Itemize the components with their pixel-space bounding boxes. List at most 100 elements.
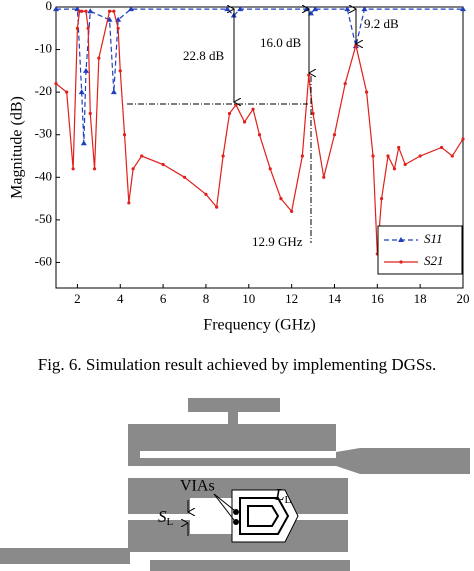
- marker: [127, 201, 131, 205]
- diagram: [0, 398, 470, 571]
- y-tick-label: -50: [35, 211, 52, 226]
- marker: [279, 196, 283, 201]
- marker: [112, 9, 116, 13]
- marker: [84, 9, 88, 13]
- annotation-lines: [127, 9, 356, 243]
- x-tick-label: 16: [371, 291, 385, 306]
- feed: [336, 448, 470, 474]
- marker: [161, 162, 165, 167]
- y-tick-label: -40: [35, 168, 52, 183]
- marker: [182, 175, 187, 179]
- marker: [322, 175, 326, 179]
- marker: [122, 133, 127, 137]
- marker: [107, 9, 112, 13]
- y-tick-label: -30: [35, 126, 52, 141]
- marker: [461, 137, 465, 141]
- marker: [127, 6, 134, 12]
- via: [233, 519, 239, 525]
- x-tick-label: 2: [74, 291, 81, 306]
- y-tick-label: -20: [35, 83, 52, 98]
- marker: [300, 154, 304, 158]
- annotation: 9.2 dB: [364, 16, 399, 31]
- marker: [307, 73, 311, 77]
- pointer: [213, 493, 235, 521]
- label: VIAs: [180, 478, 215, 495]
- marker: [343, 82, 347, 86]
- marker: [116, 26, 120, 30]
- marker: [450, 154, 454, 158]
- x-tick-label: 12: [285, 291, 298, 306]
- resonator: [247, 505, 280, 527]
- stub: [228, 410, 238, 426]
- marker: [65, 90, 69, 94]
- slot: [140, 451, 336, 458]
- marker: [80, 140, 87, 146]
- marker: [97, 56, 101, 60]
- y-tick-label: -60: [35, 253, 52, 268]
- marker: [251, 107, 255, 111]
- x-tick-label: 6: [160, 291, 167, 306]
- stub: [188, 398, 280, 412]
- annotation: 12.9 GHz: [252, 234, 303, 249]
- resonator: [239, 497, 290, 535]
- label: L: [274, 485, 284, 504]
- y-tick-label: -10: [35, 41, 52, 56]
- legend-box: [377, 225, 463, 275]
- x-tick-label: 14: [328, 291, 342, 306]
- subscript: L: [284, 494, 291, 506]
- x-axis-label: Frequency (GHz): [203, 317, 315, 334]
- marker: [88, 111, 92, 116]
- marker: [82, 67, 89, 73]
- marker: [439, 145, 444, 150]
- x-tick-label: 20: [457, 291, 470, 306]
- marker: [106, 16, 113, 22]
- series-line: [56, 8, 463, 144]
- marker: [215, 205, 219, 209]
- marker: [354, 43, 358, 47]
- marker: [80, 9, 84, 13]
- caption: Fig. 6. Simulation result achieved by im…: [38, 355, 437, 374]
- marker: [54, 82, 58, 86]
- marker: [268, 167, 272, 171]
- marker: [398, 237, 404, 242]
- marker: [365, 90, 369, 94]
- feed: [0, 548, 130, 564]
- annotation: 16.0 dB: [260, 35, 302, 50]
- x-tick-label: 10: [242, 291, 255, 306]
- marker: [386, 154, 390, 158]
- marker: [140, 154, 144, 158]
- block: [128, 424, 336, 466]
- via: [233, 509, 239, 515]
- marker: [92, 167, 97, 171]
- marker: [242, 120, 247, 124]
- marker: [418, 154, 422, 158]
- marker: [257, 133, 262, 137]
- label: S: [158, 507, 167, 526]
- subscript: L: [167, 516, 174, 528]
- marker: [53, 6, 59, 12]
- legend-label: S11: [424, 231, 443, 246]
- marker: [371, 154, 375, 158]
- marker: [87, 8, 94, 14]
- annotation: 22.8 dB: [183, 48, 225, 63]
- x-tick-label: 8: [203, 291, 210, 306]
- plot-frame: [55, 6, 464, 289]
- x-tick-label: 4: [117, 291, 124, 306]
- stub: [150, 560, 350, 571]
- marker: [71, 167, 75, 171]
- pointer: [213, 493, 235, 511]
- marker: [332, 133, 337, 137]
- marker: [403, 162, 407, 167]
- marker: [399, 260, 403, 264]
- marker: [311, 111, 315, 116]
- label: LL: [274, 485, 291, 506]
- marker: [397, 145, 401, 150]
- marker: [131, 167, 135, 171]
- marker: [78, 89, 85, 95]
- marker: [460, 6, 466, 12]
- marker: [392, 167, 397, 171]
- marker: [110, 89, 117, 95]
- marker: [75, 26, 80, 30]
